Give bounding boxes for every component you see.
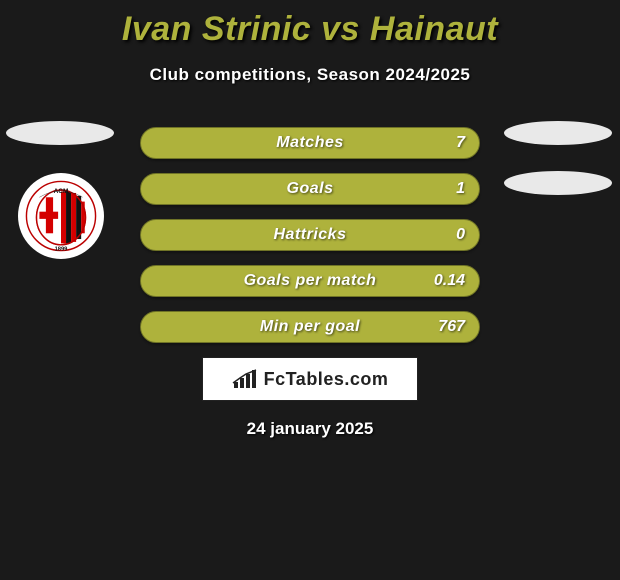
stat-right-value: 767 [438, 318, 465, 336]
page-title: Ivan Strinic vs Hainaut [0, 0, 620, 49]
stat-row-min-per-goal: Min per goal 767 [140, 311, 480, 343]
stat-label: Goals per match [244, 272, 377, 290]
stat-right-value: 0.14 [434, 272, 465, 290]
player-right-placeholder-2 [504, 171, 612, 195]
stat-right-value: 1 [456, 180, 465, 198]
bar-chart-icon [232, 368, 258, 390]
stat-row-goals-per-match: Goals per match 0.14 [140, 265, 480, 297]
subtitle: Club competitions, Season 2024/2025 [0, 65, 620, 85]
club-logo-left: ACM 1899 [18, 173, 104, 259]
stat-right-value: 0 [456, 226, 465, 244]
crest-year-text: 1899 [55, 247, 68, 252]
stat-label: Hattricks [274, 226, 347, 244]
brand-badge: FcTables.com [202, 357, 418, 401]
stat-label: Goals [287, 180, 334, 198]
player-left-placeholder [6, 121, 114, 145]
brand-text: FcTables.com [264, 369, 389, 390]
player-left-column: ACM 1899 [6, 121, 116, 259]
stats-list: Matches 7 Goals 1 Hattricks 0 Goals per … [140, 127, 480, 343]
footer-date: 24 january 2025 [0, 419, 620, 439]
stat-right-value: 7 [456, 134, 465, 152]
stat-label: Min per goal [260, 318, 360, 336]
stat-label: Matches [276, 134, 344, 152]
stat-row-hattricks: Hattricks 0 [140, 219, 480, 251]
player-right-placeholder-1 [504, 121, 612, 145]
player-right-column [504, 121, 614, 195]
crest-acm-text: ACM [54, 188, 69, 195]
comparison-panel: ACM 1899 Matches 7 Goals 1 Hattricks 0 G… [0, 127, 620, 439]
stat-row-matches: Matches 7 [140, 127, 480, 159]
acmilan-crest-icon: ACM 1899 [25, 180, 97, 252]
stat-row-goals: Goals 1 [140, 173, 480, 205]
